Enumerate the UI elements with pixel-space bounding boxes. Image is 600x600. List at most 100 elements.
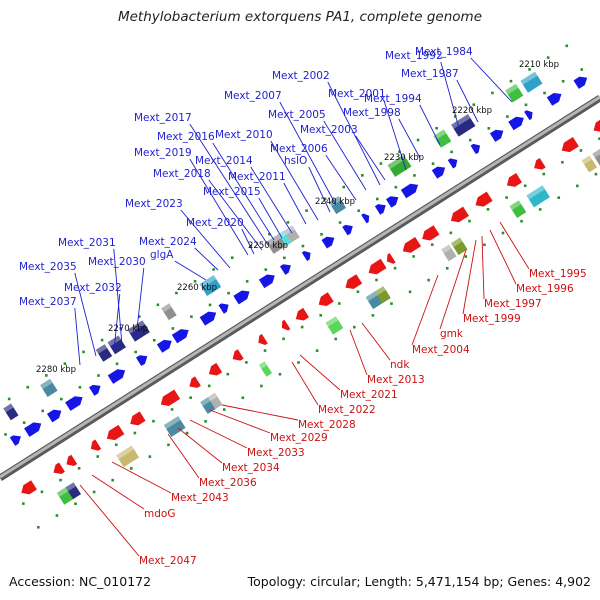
forward-gene-label[interactable]: Mext_2024 xyxy=(139,236,197,248)
leader-line xyxy=(135,267,145,339)
gc-dot xyxy=(375,278,378,282)
forward-gene-label[interactable]: Mext_2017 xyxy=(134,112,192,124)
forward-gene-label[interactable]: Mext_2002 xyxy=(272,70,330,82)
reverse-gene-label[interactable]: Mext_2047 xyxy=(139,555,197,567)
gc-dot xyxy=(487,127,491,130)
reverse-gene-label[interactable]: Mext_1999 xyxy=(463,313,521,325)
gc-dot xyxy=(7,397,11,401)
leader-line xyxy=(355,135,386,181)
forward-gene-label[interactable]: Mext_2020 xyxy=(186,217,244,229)
reverse-gene-label[interactable]: Mext_2022 xyxy=(318,404,376,416)
forward-gene-label[interactable]: Mext_1987 xyxy=(401,68,459,80)
forward-gene-label[interactable]: Mext_2032 xyxy=(64,282,122,294)
kbp-tick-label: 2260 kbp xyxy=(177,283,217,293)
forward-gene-label[interactable]: Mext_1984 xyxy=(415,46,473,58)
reverse-gene-label[interactable]: Mext_1997 xyxy=(484,298,542,310)
forward-gene-label[interactable]: hslO xyxy=(284,155,307,167)
accession-text: Accession: NC_010172 xyxy=(9,574,152,589)
gc-dot xyxy=(77,467,81,470)
forward-gene-label[interactable]: Mext_2018 xyxy=(153,168,211,180)
reverse-gene-label[interactable]: Mext_1996 xyxy=(516,283,574,295)
forward-gene-label[interactable]: Mext_2007 xyxy=(224,90,282,102)
forward-gene xyxy=(279,264,291,275)
reverse-gene-label[interactable]: Mext_2034 xyxy=(222,462,280,474)
reverse-gene-label[interactable]: ndk xyxy=(390,359,410,371)
leader-line xyxy=(74,272,97,357)
reverse-gene-label[interactable]: mdoG xyxy=(144,508,175,520)
gc-dot xyxy=(486,208,490,211)
reverse-gene-label[interactable]: Mext_2036 xyxy=(199,477,257,489)
forward-gene-label[interactable]: Mext_1992 xyxy=(385,50,443,62)
forward-gene-label[interactable]: Mext_2015 xyxy=(203,186,261,198)
gc-dot xyxy=(264,268,268,271)
forward-gene-label[interactable]: Mext_2006 xyxy=(270,143,328,155)
gc-dot xyxy=(137,315,141,318)
reverse-gene-label[interactable]: Mext_2029 xyxy=(270,432,328,444)
forward-gene-label[interactable]: Mext_2023 xyxy=(125,198,183,210)
leader-line xyxy=(111,461,172,494)
gc-dot xyxy=(175,291,178,295)
reverse-gene-label[interactable]: Mext_1995 xyxy=(529,268,587,280)
leader-line xyxy=(209,409,271,434)
gc-dot xyxy=(193,279,197,283)
reverse-gene-label[interactable]: Mext_2043 xyxy=(171,492,229,504)
leader-line xyxy=(499,221,530,270)
forward-gene-label[interactable]: Mext_2016 xyxy=(157,131,215,143)
gc-dot xyxy=(334,337,338,341)
gc-dot xyxy=(523,184,527,188)
forward-gene xyxy=(374,204,386,215)
forward-gene xyxy=(301,250,311,261)
reverse-gene-label[interactable]: Mext_2033 xyxy=(247,447,305,459)
forward-gene xyxy=(65,396,83,411)
gc-dot xyxy=(524,103,528,107)
reverse-gene-label[interactable]: gmk xyxy=(440,328,464,340)
reverse-gene-label[interactable]: Mext_2021 xyxy=(340,389,398,401)
leader-line xyxy=(299,354,341,391)
leader-line xyxy=(208,179,263,251)
gc-dot xyxy=(260,384,263,388)
reverse-gene-label[interactable]: Mext_2028 xyxy=(298,419,356,431)
gc-dot xyxy=(22,502,25,505)
forward-gene-label[interactable]: Mext_1994 xyxy=(364,93,422,105)
forward-gene-label[interactable]: Mext_2037 xyxy=(19,296,77,308)
gc-dot xyxy=(78,386,82,389)
forward-gene-label[interactable]: Mext_1998 xyxy=(343,107,401,119)
gc-dot xyxy=(286,221,290,224)
reverse-gene-label[interactable]: Mext_2004 xyxy=(412,344,470,356)
forward-gene-label[interactable]: glgA xyxy=(150,249,174,261)
gc-dot xyxy=(230,256,234,260)
forward-gene-label[interactable]: Mext_2005 xyxy=(268,109,326,121)
forward-gene-label[interactable]: Mext_2011 xyxy=(228,171,286,183)
forward-gene-label[interactable]: Mext_2010 xyxy=(215,129,273,141)
reverse-gene xyxy=(106,424,125,441)
leader-line xyxy=(74,307,81,366)
forward-gene-label[interactable]: Mext_2001 xyxy=(328,88,386,100)
forward-gene-label[interactable]: Mext_2019 xyxy=(134,147,192,159)
gc-dot xyxy=(133,431,137,435)
cog-box xyxy=(278,230,292,246)
gc-dot xyxy=(55,514,59,517)
forward-gene-label[interactable]: Mext_2030 xyxy=(88,256,146,268)
leader-line xyxy=(419,104,441,146)
gc-dot xyxy=(190,315,193,318)
gc-dot xyxy=(430,243,434,246)
leader-line xyxy=(283,182,307,225)
forward-gene-label[interactable]: Mext_2014 xyxy=(195,155,253,167)
gc-dot xyxy=(305,209,308,212)
reverse-gene xyxy=(66,454,78,467)
leader-line xyxy=(189,123,269,246)
reverse-gene xyxy=(368,258,387,275)
leader-line xyxy=(325,154,357,201)
forward-gene xyxy=(89,384,101,396)
forward-gene-label[interactable]: Mext_2031 xyxy=(58,237,116,249)
gc-dot xyxy=(297,361,300,364)
forward-gene-label[interactable]: Mext_2003 xyxy=(300,124,358,136)
forward-gene xyxy=(171,329,189,344)
gc-dot xyxy=(171,327,175,330)
forward-gene-label[interactable]: Mext_2035 xyxy=(19,261,77,273)
gc-dot xyxy=(427,278,430,282)
gc-dot xyxy=(45,374,48,377)
gc-dot xyxy=(468,138,472,142)
gc-dot xyxy=(520,219,523,223)
reverse-gene-label[interactable]: Mext_2013 xyxy=(367,374,425,386)
